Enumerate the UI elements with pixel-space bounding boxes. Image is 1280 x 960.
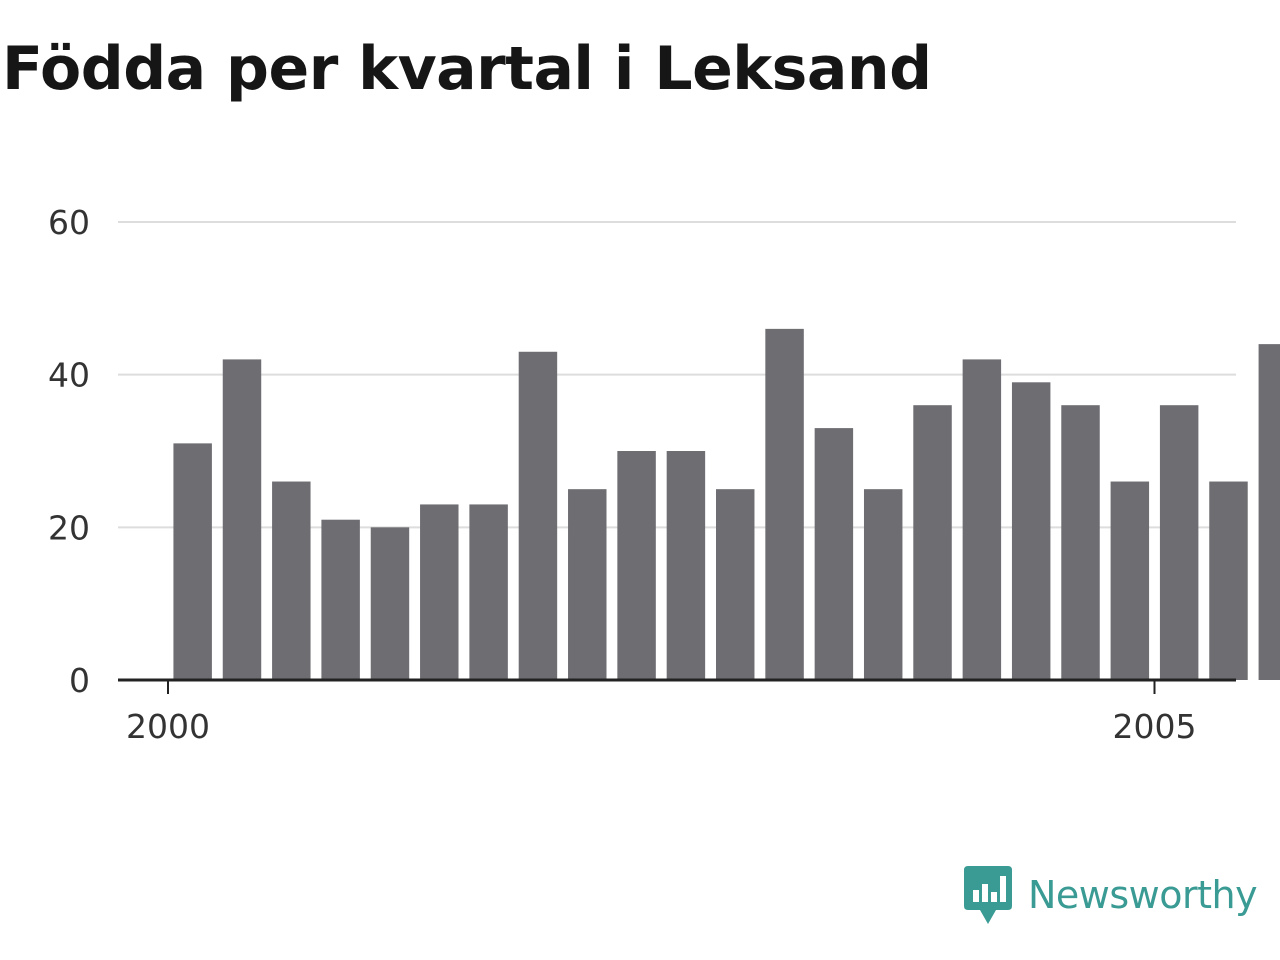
bar xyxy=(962,359,1002,680)
chart-title: Födda per kvartal i Leksand xyxy=(2,34,932,104)
bar xyxy=(1011,382,1051,680)
bar xyxy=(469,504,508,680)
bar xyxy=(814,428,854,680)
bar xyxy=(716,489,755,680)
bar xyxy=(518,351,558,680)
bar xyxy=(617,451,656,680)
bar xyxy=(321,519,360,680)
x-tick-label: 2000 xyxy=(126,707,210,746)
bar-chart: 020406024200020052010201520202025 xyxy=(48,203,1280,746)
bar xyxy=(666,451,706,680)
bar xyxy=(173,443,212,680)
bar xyxy=(272,481,311,680)
y-tick-label: 0 xyxy=(69,661,90,700)
brand-name: Newsworthy xyxy=(1028,873,1258,917)
bar xyxy=(1209,481,1248,680)
y-tick-label: 40 xyxy=(48,356,90,395)
axes xyxy=(118,678,1236,694)
bar xyxy=(863,489,903,680)
bar xyxy=(370,527,410,680)
y-tick-label: 20 xyxy=(48,508,90,547)
brand-logo: Newsworthy xyxy=(962,862,1258,928)
bar xyxy=(222,359,262,680)
bar xyxy=(568,489,607,680)
bar xyxy=(1061,405,1100,680)
tick-labels: 020406024200020052010201520202025 xyxy=(48,203,1197,746)
bar xyxy=(765,328,804,680)
x-tick-label: 2005 xyxy=(1113,707,1197,746)
bar xyxy=(1110,481,1150,680)
bar xyxy=(1159,405,1199,680)
newsworthy-logo-icon xyxy=(964,866,1012,924)
bar xyxy=(913,405,952,680)
bar-series xyxy=(173,328,1280,680)
bar xyxy=(1258,344,1280,680)
bar xyxy=(420,504,459,680)
y-tick-label: 60 xyxy=(48,203,90,242)
